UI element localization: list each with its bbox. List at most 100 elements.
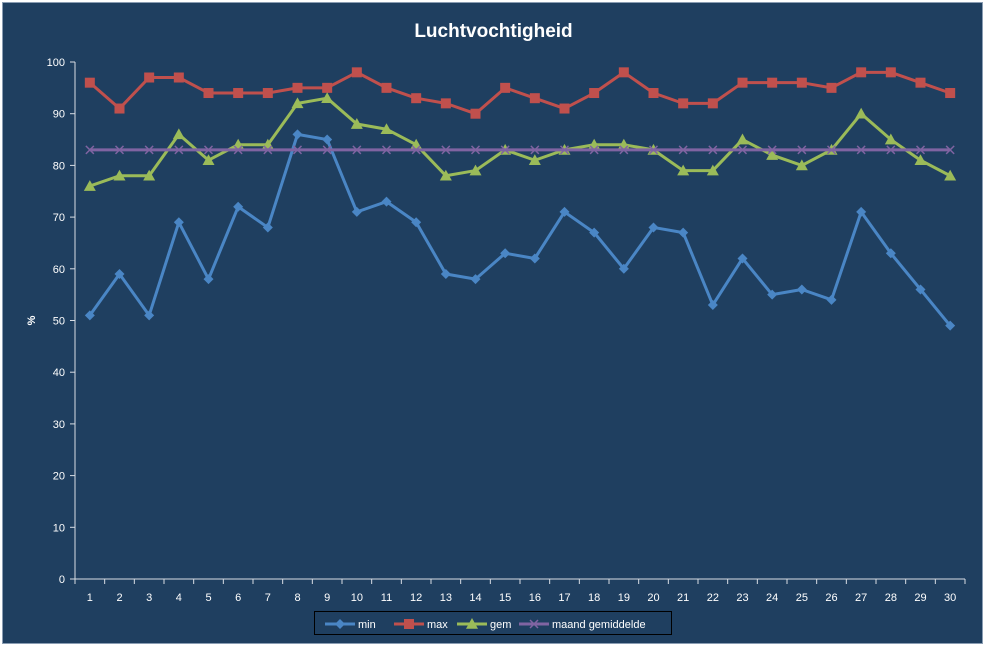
data-point-maand-gemiddelde [708,145,718,155]
data-point-maand-gemiddelde [500,145,510,155]
data-point-max [945,88,956,99]
data-point-maand-gemiddelde [559,145,570,155]
data-point-gem [736,133,749,145]
y-tick-label: 90 [53,109,65,121]
data-point-maand-gemiddelde [85,145,95,155]
data-point-min [559,206,570,217]
data-point-min [233,201,244,212]
x-tick-label: 1 [87,592,93,604]
x-tick-label: 7 [265,592,271,604]
data-point-max [470,108,481,119]
data-point-max [589,88,600,99]
y-tick-label: 0 [59,574,65,586]
data-point-maand-gemiddelde-stroke [559,145,570,155]
data-point-maand-gemiddelde-stroke [292,145,303,155]
x-tick-label: 18 [588,592,600,604]
data-point-gem [469,164,482,176]
data-point-maand-gemiddelde-stroke [85,145,95,155]
data-point-gem [528,154,541,166]
series-line-max [88,70,951,116]
data-point-min [529,253,540,264]
y-tick-label: 30 [53,419,65,431]
data-point-min [648,222,659,233]
x-tick-label: 4 [176,592,182,604]
x-tick-label: 13 [440,592,452,604]
data-point-maand-gemiddelde [352,145,362,155]
data-point-maand-gemiddelde [381,145,392,155]
data-point-gem [914,154,927,166]
data-point-min [589,227,600,238]
x-tick-label: 9 [324,592,330,604]
data-point-min [84,310,95,321]
data-point-min [203,274,214,285]
data-point-maand-gemiddelde [589,145,599,155]
data-point-min [500,248,511,259]
data-point-maand-gemiddelde-stroke [737,145,748,155]
data-point-max [173,72,184,83]
data-point-maand-gemiddelde [174,145,184,155]
data-point-max [826,82,837,93]
data-point-maand-gemiddelde-stroke [589,145,599,155]
data-point-gem [677,164,690,176]
data-point-max [856,67,867,78]
data-point-maand-gemiddelde-stroke [470,145,481,155]
data-point-max [707,98,718,109]
data-point-maand-gemiddelde-stroke [619,145,629,155]
y-tick-label: 50 [53,316,65,328]
data-point-max [114,103,125,114]
data-point-gem [350,118,363,129]
data-point-maand-gemiddelde [203,145,214,155]
data-point-maand-gemiddelde [648,145,659,155]
data-point-min [618,263,629,274]
data-point-min [915,284,926,295]
data-point-gem [855,107,868,119]
legend-label: gem [490,619,511,631]
data-point-maand-gemiddelde [797,145,807,155]
data-point-maand-gemiddelde-stroke [500,145,510,155]
x-tick-label: 24 [766,592,778,604]
x-tick-label: 23 [736,592,748,604]
data-point-min [440,268,451,279]
legend-swatch-marker [404,619,414,629]
data-point-min [262,222,273,233]
data-point-maand-gemiddelde-stroke [411,145,421,155]
x-tick-label: 21 [677,592,689,604]
data-point-max [233,88,244,99]
data-point-gem [884,133,897,145]
data-point-min [173,217,184,228]
data-point-gem [944,169,957,181]
data-point-maand-gemiddelde [114,145,125,155]
data-point-gem [706,164,719,176]
chart-title: Luchtvochtigheid [414,21,573,42]
legend-entry-min: min [325,619,376,631]
data-point-max [737,77,748,88]
x-tick-label: 20 [647,592,659,604]
legend-entry-gem: gem [457,618,511,631]
x-tick-label: 8 [294,592,300,604]
x-tick-label: 28 [885,592,897,604]
data-point-max [292,82,303,93]
data-point-maand-gemiddelde-stroke [144,145,154,155]
data-point-maand-gemiddelde-stroke [203,145,214,155]
x-tick-label: 27 [855,592,867,604]
data-point-maand-gemiddelde-stroke [856,145,866,155]
data-point-min [292,129,303,140]
data-point-maand-gemiddelde-stroke [530,145,540,155]
legend-swatch-marker [335,619,345,629]
data-point-max [559,103,570,114]
legend-label: maand gemiddelde [552,619,646,631]
data-point-maand-gemiddelde-stroke [174,145,184,155]
data-point-max [322,82,333,93]
data-point-min [381,196,392,207]
data-point-maand-gemiddelde [233,145,243,155]
x-tick-label: 30 [944,592,956,604]
legend-items: min max gem maand gemiddelde [325,618,646,631]
data-point-min [114,268,125,279]
data-point-maand-gemiddelde-stroke [648,145,659,155]
legend-label: min [358,619,376,631]
data-point-maand-gemiddelde-stroke [797,145,807,155]
data-point-maand-gemiddelde [441,145,451,155]
data-point-gem [143,169,156,181]
